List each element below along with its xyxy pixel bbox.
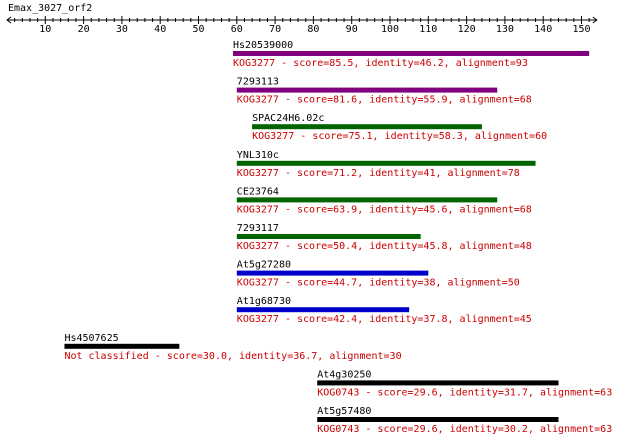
hit-row[interactable]: At5g27280 KOG3277 - score=44.7, identity=… (236, 260, 520, 289)
hit-row[interactable]: SPAC24H6.02c KOG3277 - score=75.1, identi… (252, 113, 547, 142)
hit-description: KOG0743 - score=29.6, identity=30.2, ali… (317, 424, 612, 435)
ruler-arrow-left (6, 16, 12, 24)
hit-row[interactable]: CE23764 KOG3277 - score=63.9, identity=45… (236, 186, 532, 215)
hit-alignment-bar[interactable] (236, 270, 429, 276)
hit-name[interactable]: At5g27280 (237, 260, 291, 271)
hit-row[interactable]: At1g68730 KOG3277 - score=42.4, identity=… (236, 296, 532, 325)
hit-alignment-bar[interactable] (252, 124, 482, 130)
hit-row[interactable]: At5g57480 KOG0743 - score=29.6, identity=… (317, 406, 612, 435)
ruler-tick-label: 30 (116, 24, 128, 35)
sequence-ruler: 10 20 30 40 50 60 70 80 90 100 110 120 130 140 150 (6, 16, 598, 35)
hit-description: KOG3277 - score=50.4, identity=45.8, ali… (237, 241, 532, 252)
hit-alignment-bar[interactable] (236, 87, 498, 93)
hit-name[interactable]: At1g68730 (237, 296, 291, 307)
ruler-tick-label: 50 (192, 24, 204, 35)
hit-row[interactable]: 7293117 KOG3277 - score=50.4, identity=45… (236, 223, 532, 252)
ruler-tick-label: 130 (496, 24, 514, 35)
ruler-tick-label: 80 (307, 24, 319, 35)
hit-description: KOG3277 - score=75.1, identity=58.3, ali… (252, 131, 547, 142)
hit-list: Hs20539000 KOG3277 - score=85.5, identity… (64, 40, 612, 435)
ruler-tick-label: 100 (381, 24, 399, 35)
hit-alignment-bar[interactable] (232, 51, 590, 56)
hit-row[interactable]: YNL310c KOG3277 - score=71.2, identity=41… (236, 150, 536, 179)
ruler-tick-label: 60 (231, 24, 243, 35)
hit-row[interactable]: 7293113 KOG3277 - score=81.6, identity=55… (236, 77, 532, 106)
hit-alignment-bar[interactable] (317, 380, 559, 386)
hit-description: Not classified - score=30.0, identity=36… (64, 351, 401, 362)
hit-name[interactable]: CE23764 (237, 186, 279, 197)
hit-alignment-bar[interactable] (64, 343, 180, 349)
hit-row[interactable]: Hs20539000 KOG3277 - score=85.5, identity… (232, 40, 590, 69)
ruler-tick-label: 40 (154, 24, 166, 35)
hit-description: KOG3277 - score=81.6, identity=55.9, ali… (237, 95, 532, 106)
ruler-tick-label: 140 (534, 24, 552, 35)
hit-description: KOG3277 - score=63.9, identity=45.6, ali… (237, 204, 532, 215)
hit-description: KOG0743 - score=29.6, identity=31.7, ali… (317, 387, 612, 398)
hit-name[interactable]: Hs4507625 (64, 333, 118, 344)
hit-name[interactable]: Hs20539000 (233, 40, 293, 51)
ruler-tick-label: 10 (39, 24, 51, 35)
hit-description: KOG3277 - score=85.5, identity=46.2, ali… (233, 58, 528, 69)
hit-alignment-bar[interactable] (236, 197, 498, 203)
ruler-tick-label: 150 (572, 24, 590, 35)
hit-row[interactable]: Hs4507625 Not classified - score=30.0, id… (64, 333, 402, 362)
hit-alignment-bar[interactable] (236, 160, 536, 166)
hit-description: KOG3277 - score=71.2, identity=41, align… (237, 168, 520, 179)
hit-name[interactable]: At4g30250 (317, 369, 371, 380)
hit-name[interactable]: At5g57480 (317, 406, 371, 417)
hit-name[interactable]: 7293113 (237, 77, 279, 88)
hit-alignment-bar[interactable] (317, 417, 559, 422)
ruler-tick-label: 70 (269, 24, 281, 35)
hit-name[interactable]: YNL310c (237, 150, 279, 161)
hit-description: KOG3277 - score=44.7, identity=38, align… (237, 278, 520, 289)
hit-alignment-bar[interactable] (236, 307, 410, 313)
ruler-tick-label: 120 (458, 24, 476, 35)
ruler-arrow-right (592, 16, 598, 24)
query-title: Emax_3027_orf2 (8, 3, 92, 14)
hit-name[interactable]: 7293117 (237, 223, 279, 234)
hit-name[interactable]: SPAC24H6.02c (252, 113, 324, 124)
ruler-tick-label: 110 (419, 24, 437, 35)
hit-alignment-bar[interactable] (236, 234, 421, 239)
hit-description: KOG3277 - score=42.4, identity=37.8, ali… (237, 314, 532, 325)
hit-row[interactable]: At4g30250 KOG0743 - score=29.6, identity=… (317, 369, 612, 398)
ruler-tick-label: 20 (78, 24, 90, 35)
ruler-tick-label: 90 (346, 24, 358, 35)
